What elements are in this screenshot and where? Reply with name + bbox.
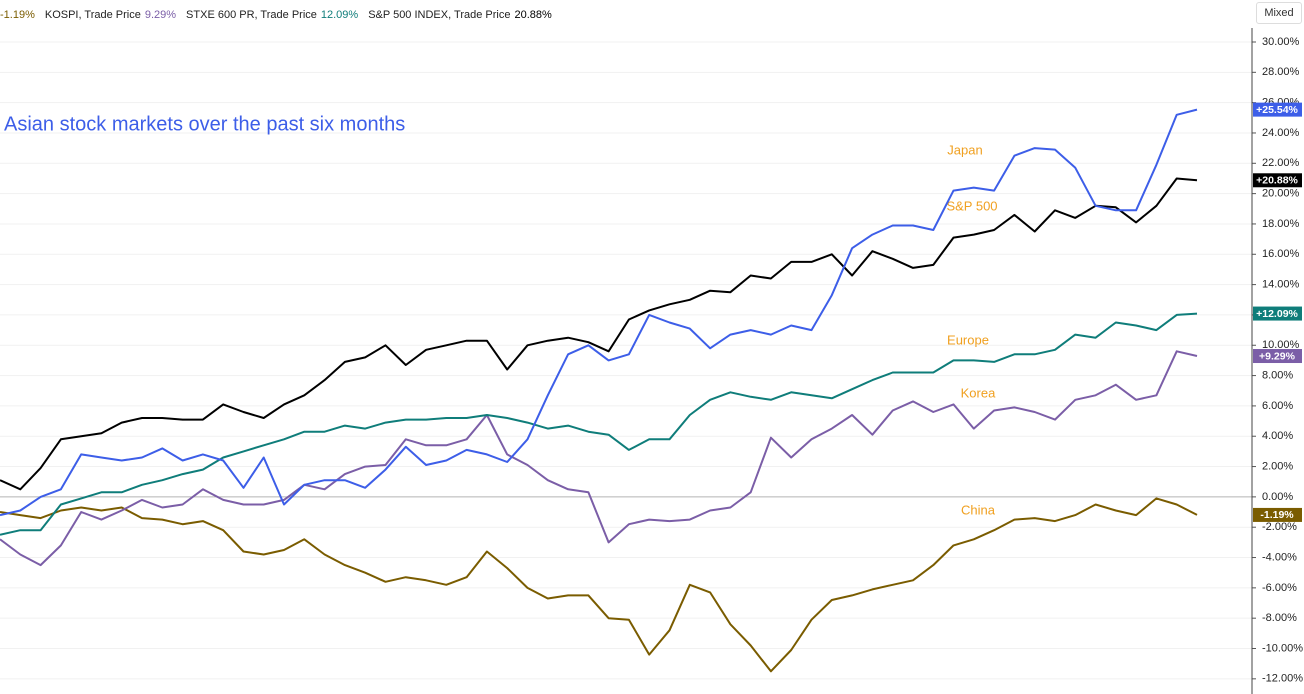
y-tick-label: 0.00%	[1262, 491, 1293, 503]
series-annotation: S&P 500	[946, 198, 997, 213]
y-tick-label: -4.00%	[1262, 551, 1297, 563]
y-tick-label: 6.00%	[1262, 400, 1293, 412]
series-line	[0, 312, 1198, 536]
y-tick-label: 4.00%	[1262, 430, 1293, 442]
y-tick-label: -12.00%	[1262, 673, 1303, 685]
y-tick-label: -2.00%	[1262, 521, 1297, 533]
series-line	[0, 497, 1198, 673]
legend-item[interactable]: S&P 500 INDEX, Trade Price 20.88%	[368, 9, 552, 21]
series-annotation: Japan	[947, 142, 982, 157]
series-line	[0, 108, 1198, 517]
last-value-label: +20.88%	[1256, 175, 1298, 187]
legend-item[interactable]: -1.19%	[0, 9, 35, 21]
last-value-label: +9.29%	[1259, 350, 1296, 362]
legend-value: 9.29%	[144, 9, 177, 21]
y-tick-label: 22.00%	[1262, 157, 1300, 169]
last-value-box	[1253, 349, 1302, 364]
series-line	[0, 350, 1198, 567]
legend-name: S&P 500 INDEX, Trade Price	[368, 9, 511, 21]
y-tick-label: 10.00%	[1262, 339, 1300, 351]
scale-mode-button[interactable]: Mixed	[1256, 2, 1302, 24]
legend-item[interactable]: STXE 600 PR, Trade Price 12.09%	[186, 9, 358, 21]
last-value-label: +12.09%	[1256, 308, 1298, 320]
last-value-label: -1.19%	[1260, 509, 1294, 521]
y-tick-label: 24.00%	[1262, 127, 1300, 139]
last-value-label: +25.54%	[1256, 104, 1298, 116]
last-value-box	[1253, 507, 1302, 522]
y-tick-label: 8.00%	[1262, 369, 1293, 381]
y-tick-label: 20.00%	[1262, 188, 1300, 200]
legend-name: KOSPI, Trade Price	[44, 9, 141, 21]
legend-value: 12.09%	[320, 9, 359, 21]
last-value-box	[1253, 102, 1302, 117]
legend-name: STXE 600 PR, Trade Price	[186, 9, 317, 21]
legend-value: -1.19%	[0, 9, 35, 21]
y-tick-label: -6.00%	[1262, 582, 1297, 594]
series-annotation: Europe	[947, 332, 989, 347]
y-tick-label: 14.00%	[1262, 279, 1300, 291]
y-tick-label: 18.00%	[1262, 218, 1300, 230]
y-tick-label: -10.00%	[1262, 642, 1303, 654]
legend-item[interactable]: KOSPI, Trade Price 9.29%	[45, 9, 176, 21]
legend-value: 20.88%	[514, 9, 552, 21]
last-value-box	[1253, 173, 1302, 188]
legend: -1.19% KOSPI, Trade Price 9.29% STXE 600 PR…	[0, 9, 552, 21]
y-tick-label: 2.00%	[1262, 460, 1293, 472]
series-annotation: China	[961, 502, 996, 517]
y-tick-label: -8.00%	[1262, 612, 1297, 624]
series-line	[0, 177, 1198, 491]
y-tick-label: 16.00%	[1262, 248, 1300, 260]
series-annotation: Korea	[961, 385, 996, 400]
last-value-box	[1253, 306, 1302, 321]
y-tick-label: 30.00%	[1262, 36, 1300, 48]
y-tick-label: 28.00%	[1262, 66, 1300, 78]
chart-title: Asian stock markets over the past six mo…	[4, 113, 405, 135]
